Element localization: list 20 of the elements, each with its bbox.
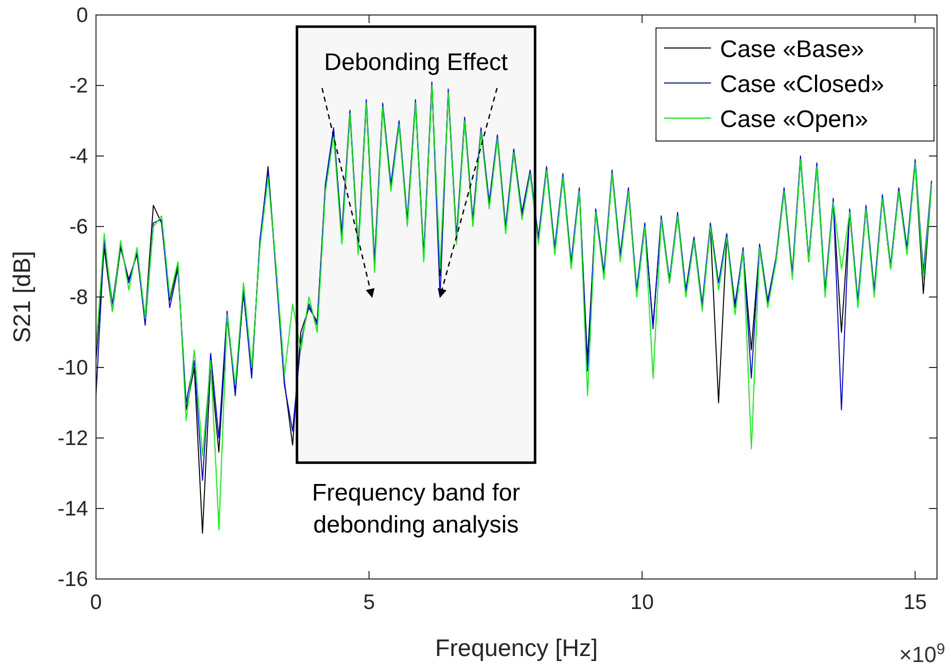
band-label: Frequency band for debonding analysis — [312, 480, 520, 539]
legend-label: Case «Base» — [720, 36, 864, 63]
y-tick-label: 0 — [76, 4, 88, 27]
y-tick-label: -14 — [58, 498, 88, 520]
x-axis-title: Frequency [Hz] — [435, 635, 598, 662]
y-tick-label: -8 — [69, 286, 88, 309]
x-tick-label: 15 — [903, 591, 927, 614]
legend-label: Case «Closed» — [720, 71, 884, 98]
y-tick-label: -2 — [69, 74, 88, 98]
annotation: Debonding Effect — [324, 49, 508, 76]
legend-label: Case «Open» — [720, 106, 868, 133]
text: ×10$^{9}$ — [899, 640, 945, 666]
y-tick-label: -12 — [58, 427, 88, 450]
y-axis-title: S21 [dB] — [9, 250, 36, 344]
x-tick-label: 5 — [363, 591, 375, 614]
y-tick-label: -4 — [69, 145, 88, 168]
y-tick-label: -6 — [69, 216, 88, 238]
y-tick-label: -16 — [58, 568, 88, 591]
y-tick-label: -10 — [58, 356, 88, 380]
x-tick-label: 10 — [630, 591, 654, 614]
